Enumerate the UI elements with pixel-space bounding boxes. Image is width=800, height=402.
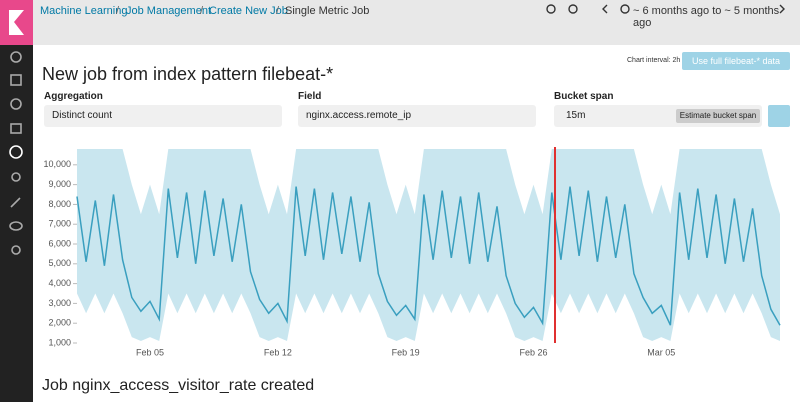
nav-icon[interactable] [10,123,22,134]
x-tick-label: Feb 12 [264,347,292,357]
field-label: Field [298,91,322,102]
nav-icons [9,51,23,255]
nav-icon[interactable] [10,51,22,63]
prev[interactable] [602,4,608,14]
logo-mark [9,10,24,35]
x-tick-label: Feb 05 [136,347,164,357]
nav-icon[interactable] [10,98,22,110]
nav-icon[interactable] [9,221,23,231]
model-bounds [77,149,780,341]
page-title: New job from index pattern filebeat-* [42,64,334,84]
clock [620,4,630,14]
estimate-button[interactable]: Estimate bucket span [676,109,760,123]
breadcrumb[interactable]: Create New Job [209,5,288,17]
time-range[interactable]: ~ 6 months ago to ~ 5 months ago [633,5,780,29]
plot: 1,000 2,000 3,000 4,000 5,000 6,000 7,000 8,000… [43,149,781,357]
chart-interval: Chart interval: 2h [627,57,681,64]
nav-icon[interactable] [10,74,22,86]
y-tick-label: 8,000 [48,199,71,209]
field-label: Aggregation [44,91,103,102]
y-tick-label: 1,000 [48,337,71,347]
metric-line [76,186,781,326]
breadcrumb: Single Metric Job [285,5,370,17]
field-label: Bucket span [554,91,614,102]
use-full-data-button[interactable]: Use full filebeat-* data [682,52,790,70]
top-bar [0,0,800,45]
zoom-out[interactable] [568,4,578,14]
run-button[interactable] [768,105,790,127]
field-select[interactable]: nginx.access.remote_ip [298,105,536,127]
x-tick-label: Mar 05 [647,347,675,357]
y-tick-label: 10,000 [43,159,71,169]
y-tick-label: 2,000 [48,318,71,328]
toolbar-icons [546,4,785,14]
x-tick-label: Feb 19 [392,347,420,357]
nav-icon[interactable] [10,197,21,208]
y-tick-label: 9,000 [48,179,71,189]
aggregation-select[interactable]: Distinct count [44,105,282,127]
breadcrumb[interactable]: Machine Learning [40,5,128,17]
x-tick-label: Feb 26 [519,347,547,357]
zoom-in[interactable] [546,4,556,14]
nav-icon[interactable] [11,172,21,182]
y-tick-label: 5,000 [48,258,71,268]
y-tick-label: 6,000 [48,238,71,248]
y-tick-label: 7,000 [48,219,71,229]
y-tick-label: 3,000 [48,298,71,308]
breadcrumb[interactable]: Job Management [126,5,211,17]
next[interactable] [779,4,785,14]
status-heading: Job nginx_access_visitor_rate created [42,377,315,394]
nav-icon[interactable] [11,245,21,255]
y-tick-label: 4,000 [48,278,71,288]
nav-icon[interactable] [9,145,23,159]
logo[interactable] [0,0,33,45]
